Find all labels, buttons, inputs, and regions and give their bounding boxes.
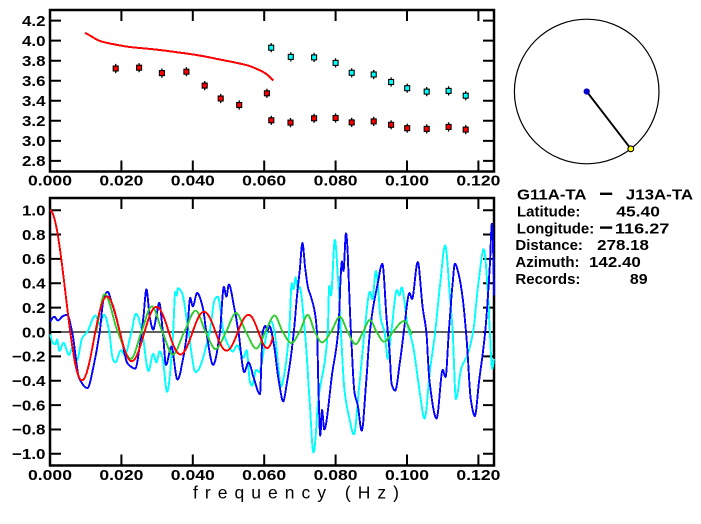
svg-text:0.080: 0.080 [314,173,358,190]
svg-text:0.8: 0.8 [22,227,46,244]
svg-text:3.2: 3.2 [22,113,46,130]
svg-text:0.120: 0.120 [456,467,500,484]
svg-text:0.020: 0.020 [99,173,143,190]
svg-text:−0.2: −0.2 [12,349,46,366]
svg-text:3.4: 3.4 [22,93,46,110]
svg-text:Distance:: Distance: [515,237,583,254]
svg-text:0.080: 0.080 [314,467,358,484]
svg-text:Longitude:: Longitude: [517,220,594,237]
svg-text:1.0: 1.0 [22,203,46,220]
svg-text:0.000: 0.000 [28,173,72,190]
svg-text:Latitude:: Latitude: [517,203,580,220]
svg-text:0.060: 0.060 [242,467,286,484]
svg-text:3.0: 3.0 [22,133,46,150]
svg-text:0.040: 0.040 [171,467,215,484]
svg-text:Records:: Records: [515,271,580,288]
svg-text:0.0: 0.0 [22,324,46,341]
svg-text:J13A-TA: J13A-TA [626,187,693,204]
svg-text:0.2: 0.2 [22,300,46,317]
svg-text:45.40: 45.40 [616,203,660,220]
svg-text:142.40: 142.40 [589,254,641,271]
svg-text:G11A-TA: G11A-TA [517,187,587,204]
svg-text:0.060: 0.060 [242,173,286,190]
svg-text:0.000: 0.000 [28,467,72,484]
svg-text:278.18: 278.18 [597,237,649,254]
svg-text:0.4: 0.4 [22,276,46,293]
svg-text:0.100: 0.100 [385,173,429,190]
svg-text:0.6: 0.6 [22,251,46,268]
svg-text:4.0: 4.0 [22,33,46,50]
svg-text:−1.0: −1.0 [12,446,46,463]
svg-text:−0.4: −0.4 [12,373,46,390]
svg-text:0.120: 0.120 [456,173,500,190]
svg-text:Azimuth:: Azimuth: [515,254,579,271]
svg-text:0.040: 0.040 [171,173,215,190]
svg-text:−0.8: −0.8 [12,422,46,439]
svg-text:0.100: 0.100 [385,467,429,484]
svg-text:−0.6: −0.6 [12,397,46,414]
svg-text:3.6: 3.6 [22,73,46,90]
svg-text:3.8: 3.8 [22,53,46,70]
svg-text:0.020: 0.020 [99,467,143,484]
svg-text:89: 89 [630,271,648,288]
svg-text:4.2: 4.2 [22,13,46,30]
svg-text:116.27: 116.27 [615,220,670,237]
svg-text:2.8: 2.8 [22,153,46,170]
